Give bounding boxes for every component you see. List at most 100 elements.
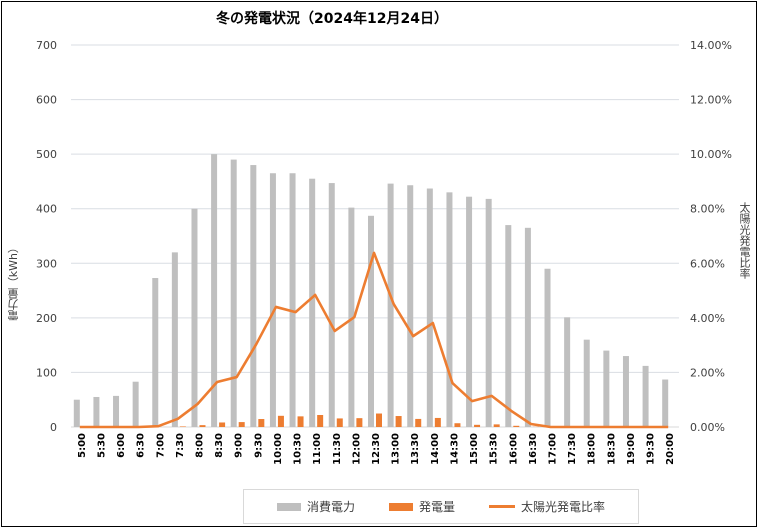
legend-swatch-gray-bar (276, 502, 301, 511)
x-tick: 15:00 (469, 433, 480, 465)
bar-consumption (230, 159, 237, 427)
bar-generation (434, 417, 441, 427)
plot-area: 0 100 200 300 400 500 600 700 0.00% 2.00% 4.00% 6.0… (36, 39, 732, 465)
x-tick: 11:00 (312, 433, 323, 465)
bar-generation (199, 425, 206, 427)
bar-generation (356, 418, 363, 427)
legend-label: 消費電力 (306, 500, 355, 514)
bar-consumption (93, 396, 100, 427)
bar-consumption (152, 278, 159, 427)
y-tick-right: 6.00% (690, 257, 725, 270)
y-axis-right-label: 太陽光発電比率 (738, 202, 751, 279)
legend-label: 発電量 (418, 500, 455, 514)
bar-consumption (446, 192, 453, 427)
bar-consumption (73, 399, 80, 427)
bar-consumption (407, 185, 414, 427)
y-tick-left: 0 (50, 421, 57, 434)
bar-consumption (544, 268, 551, 427)
legend-item-consumption: 消費電力 (276, 498, 355, 515)
bar-generation (513, 425, 520, 427)
bar-generation (376, 413, 382, 427)
y-tick-left: 700 (36, 39, 57, 52)
bar-consumption (387, 183, 394, 427)
legend-swatch-orange-line (489, 505, 515, 508)
bar-consumption (211, 154, 218, 427)
bar-generation (179, 426, 186, 427)
y-tick-right: 2.00% (690, 366, 725, 379)
x-tick: 19:00 (626, 433, 637, 465)
y-tick-right: 14.00% (690, 39, 732, 52)
y-tick-left: 600 (36, 94, 57, 107)
bar-consumption (564, 317, 571, 427)
bar-consumption (289, 173, 296, 427)
bar-consumption (250, 165, 257, 428)
x-tick: 16:30 (528, 433, 539, 465)
x-tick: 8:30 (214, 433, 225, 458)
x-tick: 14:30 (449, 433, 460, 465)
bar-consumption (348, 207, 355, 427)
x-tick: 11:30 (332, 433, 343, 465)
x-tick: 13:00 (391, 433, 402, 465)
x-tick: 9:30 (253, 433, 264, 458)
bar-generation (415, 418, 422, 427)
bar-generation (219, 422, 226, 427)
bar-generation (238, 422, 245, 427)
y-tick-right: 4.00% (690, 312, 725, 325)
bar-consumption (309, 178, 316, 427)
bar-consumption (132, 381, 139, 427)
x-tick: 12:30 (371, 433, 382, 465)
bar-consumption (662, 379, 669, 427)
x-tick: 20:00 (665, 433, 676, 465)
x-tick: 17:30 (567, 433, 578, 465)
y-tick-left: 100 (36, 366, 57, 379)
x-tick: 5:30 (96, 433, 107, 458)
y-tick-left: 300 (36, 257, 57, 270)
x-tick: 5:00 (77, 433, 88, 458)
x-tick: 19:30 (646, 433, 657, 465)
bar-generation (297, 416, 304, 427)
y-tick-right: 8.00% (690, 203, 725, 216)
x-tick: 7:00 (155, 433, 166, 458)
bar-generation (454, 423, 461, 427)
bar-consumption (485, 198, 492, 427)
x-tick: 17:00 (548, 433, 559, 465)
x-tick: 18:00 (587, 433, 598, 465)
x-tick: 10:00 (273, 433, 284, 465)
bar-consumption (191, 208, 198, 427)
bar-generation (395, 416, 402, 427)
bar-consumption (524, 227, 531, 427)
bar-consumption (642, 365, 649, 427)
x-tick: 10:30 (293, 433, 304, 465)
x-tick: 12:00 (351, 433, 362, 465)
bar-consumption (113, 395, 120, 427)
bar-generation (474, 424, 481, 427)
y-tick-right: 0.00% (690, 421, 725, 434)
x-tick: 6:30 (136, 433, 147, 458)
x-tick: 6:00 (116, 433, 127, 458)
bar-generation (317, 414, 324, 427)
legend-swatch-orange-bar (388, 502, 413, 511)
x-tick: 14:00 (430, 433, 441, 465)
legend-item-generation: 発電量 (388, 498, 455, 515)
bar-consumption (583, 339, 590, 427)
bar-generation (258, 419, 265, 427)
bar-consumption (426, 188, 433, 427)
bar-consumption (622, 356, 629, 427)
x-tick: 15:30 (489, 433, 500, 465)
y-tick-left: 500 (36, 148, 57, 161)
x-tick: 18:30 (606, 433, 617, 465)
bar-consumption (269, 173, 276, 427)
y-tick-left: 200 (36, 312, 57, 325)
x-tick: 9:00 (234, 433, 245, 458)
bar-consumption (603, 350, 610, 427)
bar-consumption (171, 252, 178, 427)
chart-title: 冬の発電状況（2024年12月24日） (216, 11, 448, 27)
x-tick: 13:30 (410, 433, 421, 465)
bar-generation (277, 415, 284, 427)
y-tick-left: 400 (36, 203, 57, 216)
legend-label: 太陽光発電比率 (521, 500, 606, 514)
bar-consumption (505, 225, 512, 427)
y-tick-right: 10.00% (690, 148, 732, 161)
bar-generation (493, 424, 500, 427)
